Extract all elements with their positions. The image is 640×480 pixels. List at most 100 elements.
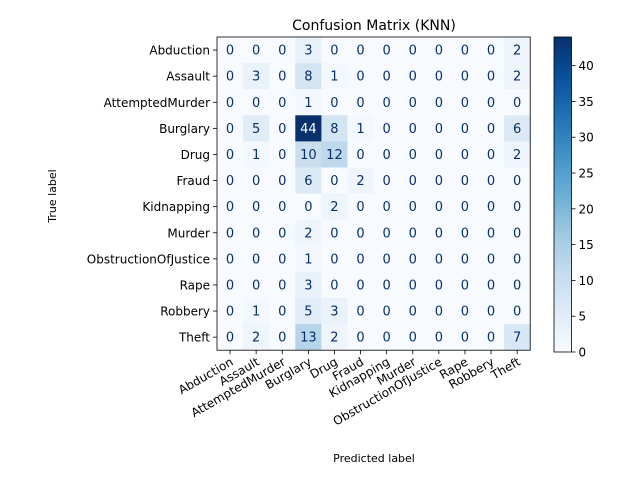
cell-value-label: 2 <box>252 331 260 346</box>
cell-value-label: 10 <box>300 148 317 163</box>
heatmap-cell <box>504 115 531 142</box>
cell-value-label: 2 <box>513 148 521 163</box>
cell-value-label: 0 <box>330 174 338 189</box>
colorbar-tick-label: 20 <box>579 202 594 216</box>
cell-value-label: 2 <box>330 331 338 346</box>
cell-value-label: 0 <box>330 44 338 59</box>
heatmap-cell <box>373 115 401 142</box>
cell-value-label: 0 <box>252 252 260 267</box>
cell-value-label: 0 <box>487 200 495 215</box>
heatmap-cell <box>504 245 531 273</box>
heatmap-cell <box>217 324 244 351</box>
y-tick-label: Rape <box>180 278 210 292</box>
cell-value-label: 0 <box>409 174 417 189</box>
heatmap-cell <box>425 271 453 299</box>
cell-value-label: 0 <box>487 96 495 111</box>
cell-value-label: 0 <box>487 44 495 59</box>
heatmap-cell <box>217 63 244 90</box>
cell-value-label: 0 <box>252 226 260 241</box>
cell-value-label: 12 <box>326 148 343 163</box>
heatmap-cell <box>478 245 505 273</box>
cell-value-label: 0 <box>252 96 260 111</box>
heatmap-cell <box>347 37 374 64</box>
cell-value-label: 0 <box>278 148 286 163</box>
heatmap-cell <box>373 298 401 325</box>
heatmap-cell <box>504 271 531 299</box>
cell-value-label: 5 <box>252 122 260 137</box>
cell-value-label: 1 <box>304 252 312 267</box>
cell-value-label: 2 <box>304 226 312 241</box>
cell-value-label: 0 <box>226 278 234 293</box>
heatmap-cell <box>451 89 479 116</box>
cell-value-label: 0 <box>383 174 391 189</box>
cell-value-label: 0 <box>252 174 260 189</box>
heatmap-cell <box>425 37 453 64</box>
cell-value-label: 0 <box>356 305 364 320</box>
heatmap-cell <box>295 115 322 142</box>
heatmap-cell <box>269 219 296 247</box>
cell-value-label: 0 <box>513 96 521 111</box>
cell-value-label: 0 <box>252 278 260 293</box>
colorbar-tick-label: 25 <box>579 167 594 181</box>
heatmap-cell <box>295 271 322 299</box>
y-tick-labels: Abduction Assault AttemptedMurder Burglary D… <box>87 44 217 345</box>
y-tick-label: Assault <box>166 70 210 84</box>
heatmap-cell <box>478 324 505 351</box>
cell-value-label: 0 <box>461 148 469 163</box>
cell-value-label: 2 <box>356 174 364 189</box>
cell-value-label: 0 <box>487 305 495 320</box>
cell-value-label: 0 <box>278 305 286 320</box>
cell-value-label: 0 <box>487 331 495 346</box>
heatmap-cell <box>321 167 348 194</box>
heatmap-cell <box>347 271 374 299</box>
colorbar-tick-label: 35 <box>579 95 594 109</box>
heatmap-cell <box>347 141 374 168</box>
cell-value-label: 0 <box>226 96 234 111</box>
heatmap-cell <box>373 63 401 90</box>
heatmap-cell <box>269 245 296 273</box>
cell-value-label: 0 <box>226 174 234 189</box>
y-tick-label: ObstructionOfJustice <box>87 252 210 266</box>
heatmap-cell <box>425 219 453 247</box>
heatmap-cell <box>504 89 531 116</box>
cell-value-label: 0 <box>356 44 364 59</box>
y-tick-label: AttemptedMurder <box>104 96 210 110</box>
cell-value-label: 0 <box>461 331 469 346</box>
heatmap-cell <box>425 324 453 351</box>
heatmap-cell <box>321 141 348 168</box>
heatmap-cell <box>373 245 401 273</box>
heatmap-cell <box>373 37 401 64</box>
cell-value-label: 0 <box>356 226 364 241</box>
heatmap-cell <box>295 89 322 116</box>
heatmap-cell <box>347 63 374 90</box>
cell-value-label: 0 <box>487 278 495 293</box>
chart-title: Confusion Matrix (KNN) <box>292 18 456 34</box>
heatmap-cell <box>399 298 427 325</box>
y-tick-label: Fraud <box>176 174 210 188</box>
y-tick-label: Theft <box>178 331 210 345</box>
heatmap-cell <box>425 141 453 168</box>
cell-value-label: 0 <box>461 305 469 320</box>
cell-value-label: 0 <box>435 148 443 163</box>
heatmap-cell <box>217 271 244 299</box>
cell-value-label: 0 <box>330 96 338 111</box>
cell-value-label: 0 <box>487 226 495 241</box>
heatmap-cell <box>478 37 505 64</box>
cell-value-label: 0 <box>487 148 495 163</box>
cell-value-label: 1 <box>252 148 260 163</box>
cell-value-label: 0 <box>383 331 391 346</box>
cell-value-label: 0 <box>226 122 234 137</box>
heatmap-cell <box>217 193 244 221</box>
heatmap-cell <box>347 115 374 142</box>
colorbar-tick-label: 5 <box>579 310 587 324</box>
heatmap-cell <box>243 324 270 351</box>
cell-value-label: 0 <box>409 278 417 293</box>
heatmap-cell <box>451 219 479 247</box>
heatmap-cell <box>478 167 505 194</box>
heatmap-cell <box>399 141 427 168</box>
cell-value-label: 0 <box>383 70 391 85</box>
cell-value-label: 0 <box>278 331 286 346</box>
x-tick-labels: AbductionAssaultAttemptedMurderBurglaryD… <box>176 350 523 428</box>
heatmap-cell <box>451 324 479 351</box>
cell-value-label: 0 <box>356 331 364 346</box>
